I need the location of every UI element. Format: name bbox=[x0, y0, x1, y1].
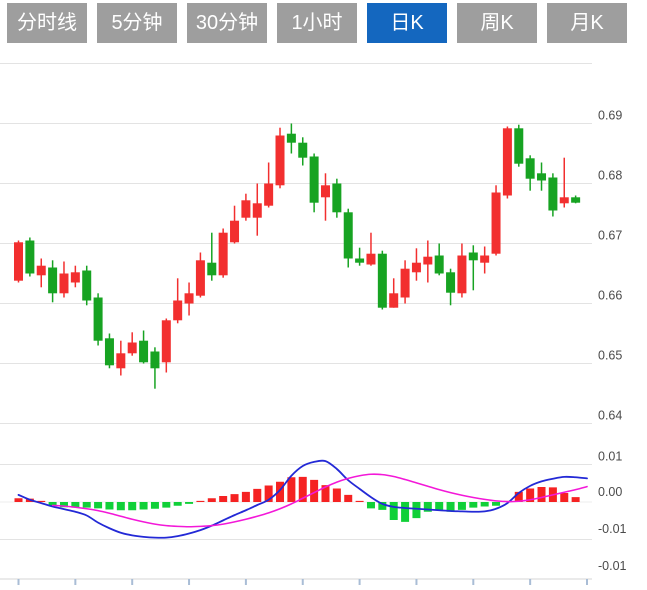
price-tick-label: 0.68 bbox=[598, 169, 622, 183]
tab-monthly-k[interactable]: 月K bbox=[547, 3, 627, 43]
kline-chart-area[interactable]: 0.69 0.68 0.67 0.66 0.65 0.64 0.01 0.00 … bbox=[0, 50, 647, 585]
tab-30min[interactable]: 30分钟 bbox=[187, 3, 267, 43]
macd-tick-label: -0.01 bbox=[598, 559, 627, 573]
tab-time-line[interactable]: 分时线 bbox=[7, 3, 87, 43]
period-tab-bar: 分时线 5分钟 30分钟 1小时 日K 周K 月K bbox=[7, 3, 627, 43]
macd-axis-labels: 0.01 0.00 -0.01 -0.01 bbox=[598, 450, 627, 574]
price-tick-label: 0.69 bbox=[598, 109, 622, 123]
macd-tick-label: 0.00 bbox=[598, 485, 622, 499]
plot-layer bbox=[0, 63, 592, 585]
tab-5min[interactable]: 5分钟 bbox=[97, 3, 177, 43]
macd-tick-label: 0.01 bbox=[598, 450, 622, 464]
candlestick-macd-chart[interactable]: 0.69 0.68 0.67 0.66 0.65 0.64 0.01 0.00 … bbox=[0, 50, 647, 585]
tab-daily-k[interactable]: 日K bbox=[367, 3, 447, 43]
macd-tick-label: -0.01 bbox=[598, 522, 627, 536]
price-tick-label: 0.66 bbox=[598, 289, 622, 303]
tab-1hour[interactable]: 1小时 bbox=[277, 3, 357, 43]
tab-weekly-k[interactable]: 周K bbox=[457, 3, 537, 43]
price-axis-labels: 0.69 0.68 0.67 0.66 0.65 0.64 bbox=[598, 109, 622, 423]
price-tick-label: 0.64 bbox=[598, 409, 622, 423]
price-tick-label: 0.67 bbox=[598, 229, 622, 243]
price-tick-label: 0.65 bbox=[598, 349, 622, 363]
